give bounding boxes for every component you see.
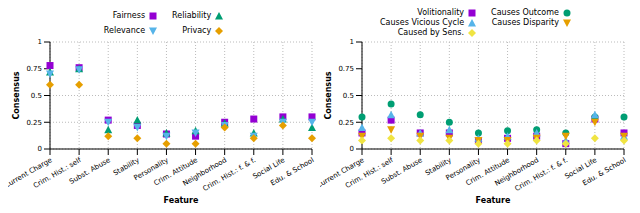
svg-text:0.5: 0.5 <box>343 92 354 100</box>
svg-text:Subst. Abuse: Subst. Abuse <box>380 156 424 186</box>
svg-text:Current Charge: Current Charge <box>8 156 53 190</box>
svg-text:Social Life: Social Life <box>563 156 599 181</box>
svg-text:0: 0 <box>38 145 42 153</box>
svg-text:0.25: 0.25 <box>338 119 354 127</box>
html-text:Causes Disparity: Causes Disparity <box>491 18 559 27</box>
svg-text:Crim. Attitude: Crim. Attitude <box>464 156 511 188</box>
svg-text:Social Life: Social Life <box>251 156 287 181</box>
svg-text:Current Charge: Current Charge <box>320 156 365 190</box>
svg-text:Stability: Stability <box>424 156 453 178</box>
html-text:Privacy: Privacy <box>182 25 212 35</box>
html-text:Reliability: Reliability <box>172 10 212 20</box>
html-text:Volitionality: Volitionality <box>417 8 465 17</box>
svg-text:Subst. Abuse: Subst. Abuse <box>68 156 112 186</box>
html-text:Relevance: Relevance <box>103 25 146 35</box>
svg-text:Neighborhood: Neighborhood <box>181 156 229 188</box>
html-text:Caused by Sens.: Caused by Sens. <box>397 28 465 37</box>
svg-text:0.5: 0.5 <box>31 92 42 100</box>
svg-text:1: 1 <box>350 38 354 46</box>
svg-text:Consensus: Consensus <box>324 71 333 119</box>
svg-text:0.25: 0.25 <box>26 119 42 127</box>
html-text:Fairness: Fairness <box>112 10 146 20</box>
html-text:Causes Outcome: Causes Outcome <box>491 8 559 17</box>
svg-text:Crim. Hist.: f. & f.: Crim. Hist.: f. & f. <box>202 156 258 193</box>
svg-text:Feature: Feature <box>164 196 199 205</box>
svg-text:0.75: 0.75 <box>26 65 42 73</box>
svg-text:Neighborhood: Neighborhood <box>493 156 541 188</box>
svg-text:1: 1 <box>38 38 42 46</box>
svg-text:Crim. Hist.: self: Crim. Hist.: self <box>32 156 83 190</box>
svg-text:Stability: Stability <box>112 156 141 178</box>
svg-text:Edu. & School: Edu. & School <box>269 156 315 187</box>
svg-text:Crim. Attitude: Crim. Attitude <box>152 156 199 188</box>
svg-text:Consensus: Consensus <box>12 71 21 119</box>
html-text:Causes Vicious Cycle: Causes Vicious Cycle <box>380 18 465 27</box>
svg-text:Personality: Personality <box>444 156 482 183</box>
svg-text:0: 0 <box>350 145 354 153</box>
svg-text:Crim. Hist.: f. & f.: Crim. Hist.: f. & f. <box>514 156 570 193</box>
svg-text:Personality: Personality <box>132 156 170 183</box>
svg-text:Edu. & School: Edu. & School <box>581 156 627 187</box>
svg-text:Crim. Hist.: self: Crim. Hist.: self <box>344 156 395 190</box>
svg-text:Feature: Feature <box>476 196 511 205</box>
svg-text:0.75: 0.75 <box>338 65 354 73</box>
